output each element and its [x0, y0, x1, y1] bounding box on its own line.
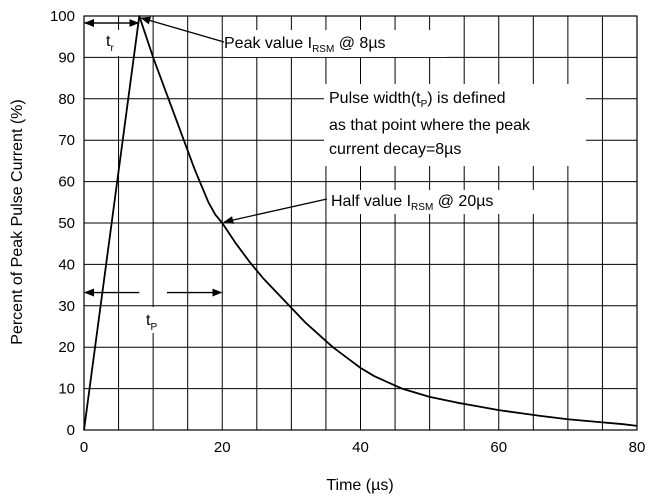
- x-axis-title: Time (µs): [326, 477, 393, 494]
- annotation-background: [143, 307, 163, 333]
- x-tick-label: 80: [629, 439, 646, 456]
- y-tick-label: 90: [58, 49, 75, 66]
- annotation-background: [225, 30, 447, 57]
- y-tick-label: 0: [67, 422, 75, 439]
- y-tick-label: 70: [58, 132, 75, 149]
- y-tick-label: 10: [58, 381, 75, 398]
- peak-value-arrow: [140, 16, 225, 43]
- plot-frame: [83, 15, 638, 431]
- series-layer: [83, 15, 638, 431]
- x-tick-label: 0: [80, 439, 88, 456]
- annotation-backgrounds: [100, 30, 586, 333]
- x-tick-label: 60: [490, 439, 507, 456]
- y-tick-label: 40: [58, 256, 75, 273]
- y-axis-title: Percent of Peak Pulse Current (%): [9, 99, 26, 344]
- pulse-width-definition-line2: as that point where the peak: [329, 117, 531, 134]
- x-axis-ticks: 0 20 40 60 80: [80, 439, 646, 456]
- y-tick-label: 100: [50, 8, 75, 25]
- y-tick-label: 20: [58, 339, 75, 356]
- pulse-width-definition-line1: Pulse width(tP) is defined: [329, 90, 506, 110]
- annotation-background: [100, 30, 126, 56]
- x-tick-label: 40: [352, 439, 369, 456]
- pulse-current-curve: [83, 15, 638, 431]
- rise-time-label: tr: [106, 33, 114, 54]
- annotation-background: [328, 190, 536, 214]
- half-value-arrow: [223, 198, 328, 224]
- y-tick-label: 30: [58, 298, 75, 315]
- half-value-annotation: Half value IRSM @ 20µs: [331, 193, 493, 213]
- x-tick-label: 20: [214, 439, 231, 456]
- y-tick-label: 60: [58, 174, 75, 191]
- annotation-arrows: [84, 16, 328, 297]
- y-axis-ticks: 0 10 20 30 40 50 60 70 80 90 100: [50, 8, 75, 439]
- peak-value-annotation: Peak value IRSM @ 8µs: [224, 35, 386, 55]
- y-tick-label: 50: [58, 215, 75, 232]
- pulse-width-definition-line3: current decay=8µs: [329, 141, 461, 158]
- annotation-background: [324, 84, 586, 166]
- y-tick-label: 80: [58, 91, 75, 108]
- pulse-width-label: tP: [146, 312, 157, 333]
